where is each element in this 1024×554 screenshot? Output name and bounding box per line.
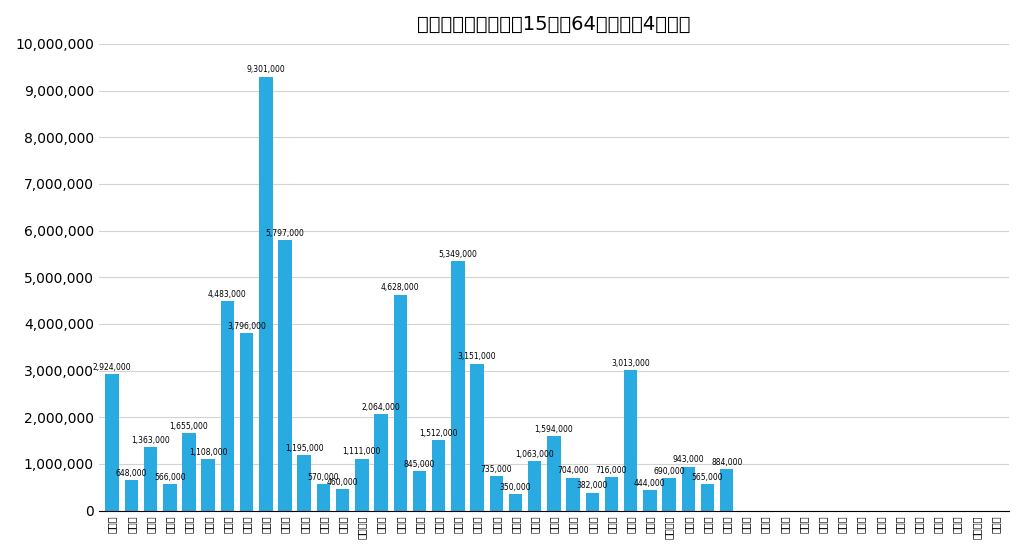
Text: 566,000: 566,000 [154,473,185,482]
Bar [605,477,618,511]
Bar [452,261,465,511]
Bar [125,480,138,511]
Text: 1,363,000: 1,363,000 [131,435,170,445]
Bar [202,459,215,511]
Bar [316,484,330,511]
Bar [105,374,119,511]
Bar [489,476,503,511]
Text: 570,000: 570,000 [307,473,339,481]
Text: 735,000: 735,000 [480,465,512,474]
Text: 444,000: 444,000 [634,479,666,488]
Bar [643,490,656,511]
Bar [720,469,733,511]
Title: 都道府県別の人口【15歳〜64歳／令和4年度】: 都道府県別の人口【15歳〜64歳／令和4年度】 [417,15,690,34]
Text: 943,000: 943,000 [673,455,705,464]
Bar [221,301,234,511]
Text: 5,797,000: 5,797,000 [265,229,304,238]
Bar [586,493,599,511]
Bar [298,455,311,511]
Bar [566,478,580,511]
Bar [470,363,483,511]
Text: 3,013,000: 3,013,000 [611,358,650,368]
Text: 1,655,000: 1,655,000 [170,422,208,431]
Text: 5,349,000: 5,349,000 [438,250,477,259]
Text: 350,000: 350,000 [500,483,531,492]
Text: 565,000: 565,000 [691,473,723,482]
Bar [509,494,522,511]
Bar [375,414,388,511]
Bar [259,76,272,511]
Text: 2,924,000: 2,924,000 [93,363,131,372]
Bar [355,459,369,511]
Text: 690,000: 690,000 [653,467,685,476]
Bar [182,433,196,511]
Bar [663,479,676,511]
Bar [432,440,445,511]
Bar [413,471,426,511]
Bar [279,240,292,511]
Bar [163,484,176,511]
Text: 1,111,000: 1,111,000 [343,448,381,456]
Text: 3,796,000: 3,796,000 [227,322,266,331]
Text: 716,000: 716,000 [596,466,628,475]
Bar [700,484,714,511]
Text: 704,000: 704,000 [557,466,589,475]
Bar [547,436,560,511]
Bar [336,489,349,511]
Text: 382,000: 382,000 [577,481,608,490]
Text: 648,000: 648,000 [116,469,147,478]
Bar [682,466,695,511]
Text: 9,301,000: 9,301,000 [247,65,286,74]
Text: 1,108,000: 1,108,000 [189,448,227,456]
Bar [528,461,542,511]
Text: 1,195,000: 1,195,000 [285,444,324,453]
Text: 4,483,000: 4,483,000 [208,290,247,299]
Text: 2,064,000: 2,064,000 [361,403,400,412]
Text: 1,512,000: 1,512,000 [420,429,458,438]
Text: 1,594,000: 1,594,000 [535,425,573,434]
Text: 4,628,000: 4,628,000 [381,283,420,293]
Bar [143,447,158,511]
Text: 845,000: 845,000 [403,460,435,469]
Text: 884,000: 884,000 [711,458,742,467]
Text: 3,151,000: 3,151,000 [458,352,497,361]
Bar [393,295,407,511]
Text: 460,000: 460,000 [327,478,358,487]
Bar [624,370,637,511]
Text: 1,063,000: 1,063,000 [515,450,554,459]
Bar [240,334,253,511]
